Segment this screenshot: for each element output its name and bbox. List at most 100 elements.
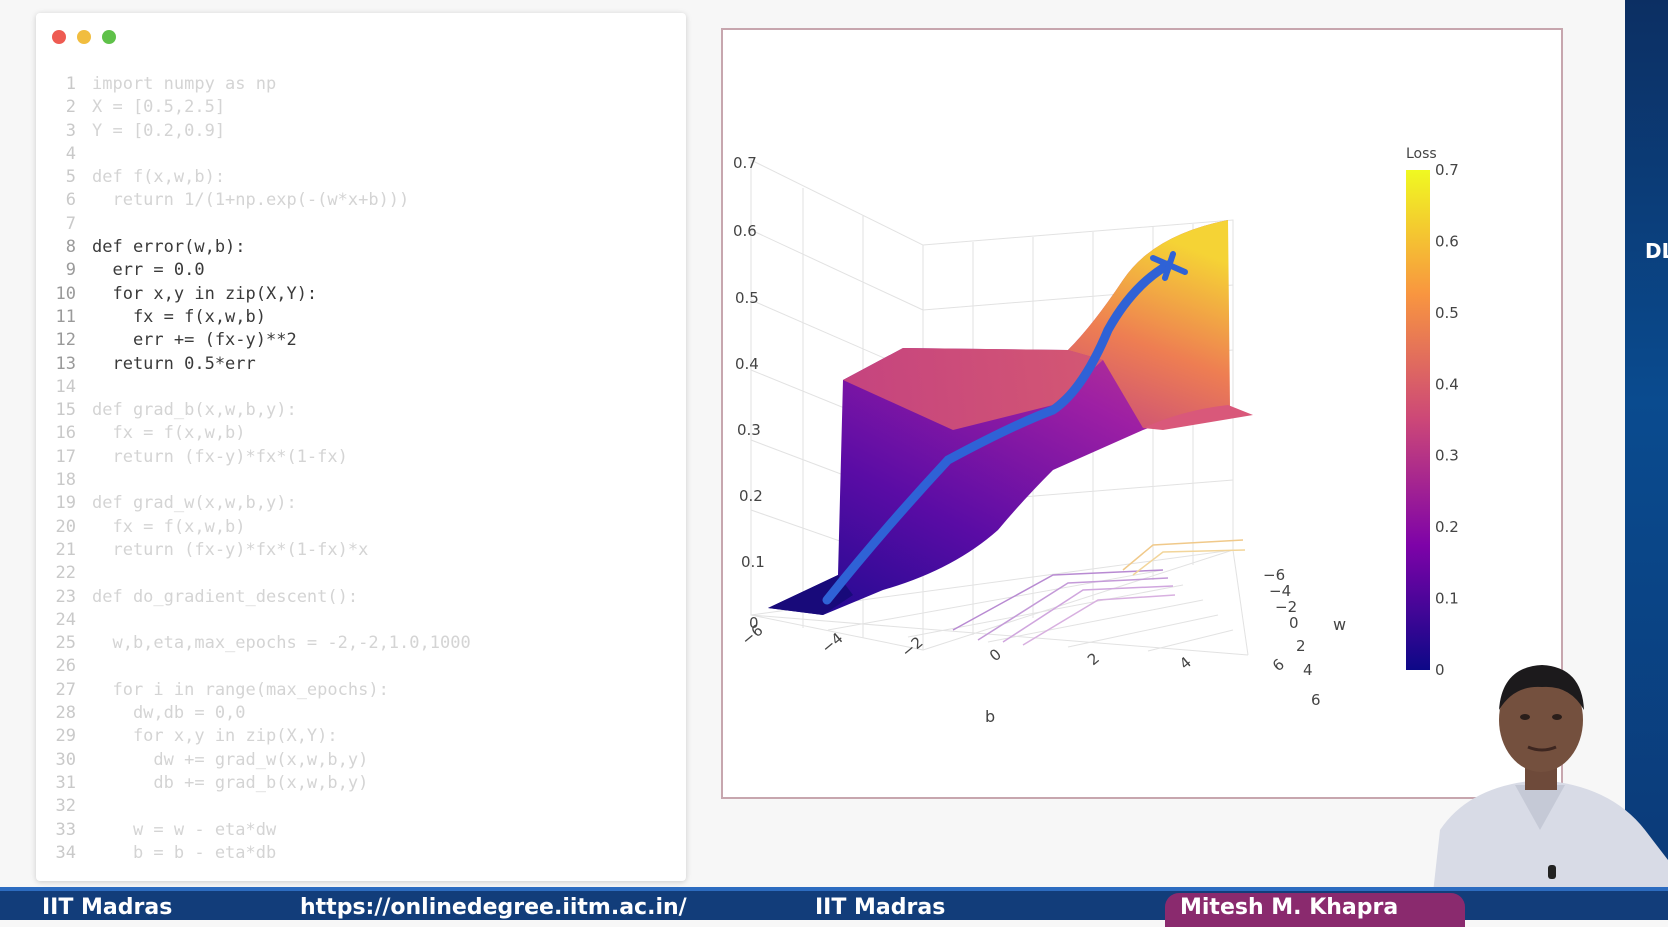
code-text: return 1/(1+np.exp(-(w*x+b))) [92,190,410,211]
line-number: 22 [55,563,76,584]
website-url[interactable]: https://onlinedegree.iitm.ac.in/ [300,895,687,920]
line-number: 16 [55,423,76,444]
code-line: 23 def do_gradient_descent(): [36,586,686,609]
code-line: 13 return 0.5*err [36,353,686,376]
surface-plateau [843,348,1103,430]
code-line: 9 err = 0.0 [36,259,686,282]
line-number: 15 [55,400,76,421]
code-editor-window: 1 import numpy as np 2 X = [0.5,2.5] 3 Y = [0… [36,13,686,881]
code-line: 31 db += grad_b(x,w,b,y) [36,772,686,795]
code-text: X = [0.5,2.5] [92,97,226,118]
line-number: 10 [55,283,76,304]
colorbar-tick: 0.3 [1435,447,1459,465]
line-number: 11 [55,306,76,327]
w-tick: 2 [1296,637,1306,655]
floor-contours [952,539,1246,646]
line-number: 4 [65,143,76,164]
code-text: def grad_w(x,w,b,y): [92,493,297,514]
z-axis-ticks: 0.7 0.6 0.5 0.4 0.3 0.2 0.1 0 [733,154,765,632]
code-text: for x,y in zip(X,Y): [92,726,338,747]
code-line: 14 [36,376,686,399]
surface-minimum [768,575,853,615]
path-end-marker [1150,251,1188,281]
line-number: 8 [65,237,76,258]
b-tick: −2 [898,633,927,661]
code-line: 30 dw += grad_w(x,w,b,y) [36,749,686,772]
line-number: 33 [55,819,76,840]
code-line: 17 return (fx-y)*fx*(1-fx) [36,446,686,469]
path-start-marker [809,571,825,587]
line-number: 30 [55,749,76,770]
code-text: dw,db = 0,0 [92,703,246,724]
code-line: 11 fx = f(x,w,b) [36,306,686,329]
presenter-video [1430,665,1668,920]
window-controls [52,30,116,44]
line-number: 14 [55,376,76,397]
b-tick: 4 [1176,653,1195,673]
line-number: 21 [55,539,76,560]
strip-text: DL [1645,239,1668,263]
line-number: 20 [55,516,76,537]
code-text: Y = [0.2,0.9] [92,120,226,141]
code-line: 28 dw,db = 0,0 [36,702,686,725]
line-number: 26 [55,656,76,677]
code-text: fx = f(x,w,b) [92,516,246,537]
code-line: 4 [36,143,686,166]
line-number: 7 [65,213,76,234]
line-number: 23 [55,586,76,607]
code-text: err += (fx-y)**2 [92,330,297,351]
code-line: 20 fx = f(x,w,b) [36,516,686,539]
code-line: 27 for i in range(max_epochs): [36,679,686,702]
location-label: IIT Madras [815,895,946,920]
line-number: 24 [55,609,76,630]
presenter-name: Mitesh M. Khapra [1180,895,1399,920]
line-number: 9 [65,260,76,281]
code-line: 1 import numpy as np [36,73,686,96]
code-line: 10 for x,y in zip(X,Y): [36,283,686,306]
colorbar-tick: 0.5 [1435,304,1459,322]
b-tick: 6 [1269,655,1288,675]
code-line: 18 [36,469,686,492]
bottom-banner: IIT Madras https://onlinedegree.iitm.ac.… [0,887,1668,927]
line-number: 25 [55,633,76,654]
code-line: 29 for x,y in zip(X,Y): [36,725,686,748]
code-text: for i in range(max_epochs): [92,679,389,700]
code-line: 25 w,b,eta,max_epochs = -2,-2,1.0,1000 [36,632,686,655]
gradient-descent-path [822,260,1173,605]
code-line: 19 def grad_w(x,w,b,y): [36,492,686,515]
code-text: fx = f(x,w,b) [92,306,266,327]
line-number: 18 [55,470,76,491]
b-tick: 0 [986,645,1005,665]
b-tick: −6 [738,621,767,649]
code-body: 1 import numpy as np 2 X = [0.5,2.5] 3 Y = [0… [36,73,686,865]
line-number: 27 [55,679,76,700]
colorbar-tick: 0 [1435,661,1445,679]
b-tick: 2 [1084,649,1103,669]
code-text: for x,y in zip(X,Y): [92,283,318,304]
line-number: 2 [65,97,76,118]
line-number: 12 [55,330,76,351]
code-line: 21 return (fx-y)*fx*(1-fx)*x [36,539,686,562]
colorbar-tick: 0.7 [1435,161,1459,179]
z-tick: 0.7 [733,154,757,172]
code-line: 12 err += (fx-y)**2 [36,329,686,352]
minimize-window-button[interactable] [77,30,91,44]
close-window-button[interactable] [52,30,66,44]
line-number: 13 [55,353,76,374]
surface-ledge [1143,405,1253,430]
code-line: 34 b = b - eta*db [36,842,686,865]
line-number: 31 [55,772,76,793]
w-axis-ticks: −6 −4 −2 0 2 4 6 [1263,566,1321,709]
line-number: 19 [55,493,76,514]
line-number: 28 [55,703,76,724]
code-line: 8 def error(w,b): [36,236,686,259]
w-axis-title: w [1333,615,1346,634]
code-text: import numpy as np [92,74,277,94]
maximize-window-button[interactable] [102,30,116,44]
code-text: return (fx-y)*fx*(1-fx) [92,446,348,467]
line-number: 6 [65,190,76,211]
w-tick: −6 [1263,566,1285,584]
z-tick: 0.6 [733,222,757,240]
colorbar-tick: 0.1 [1435,590,1459,608]
code-line: 32 [36,795,686,818]
